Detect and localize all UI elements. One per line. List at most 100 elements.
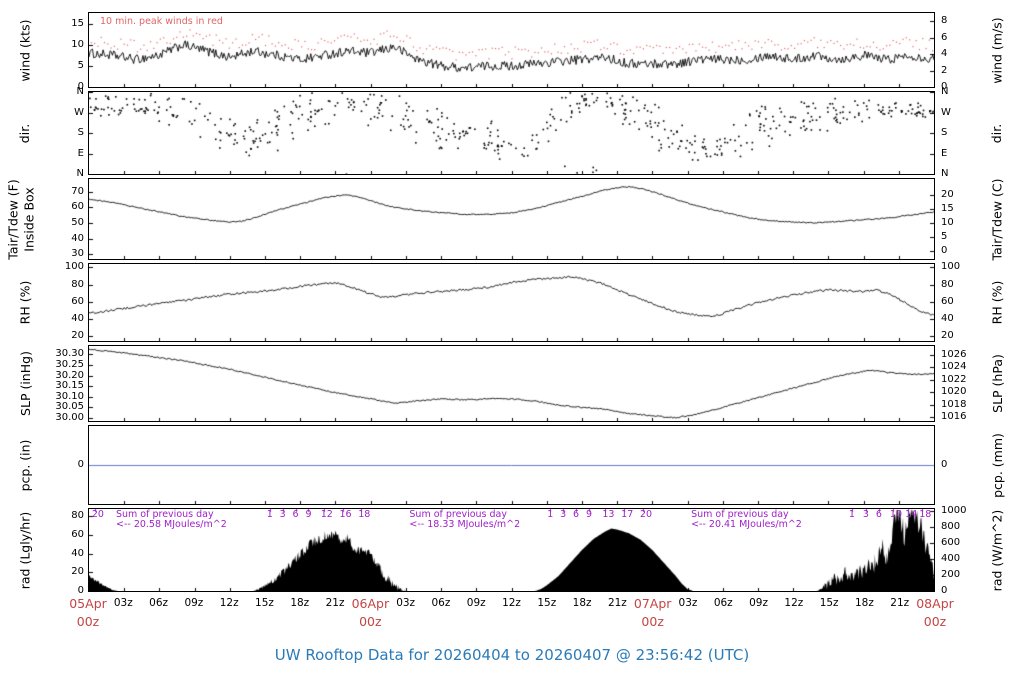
x-minor-label: 06z — [713, 597, 733, 609]
rad-cumulative-label: 20 — [91, 509, 104, 520]
y-tick-label-right: 1020 — [941, 386, 967, 398]
wind-left-axis-title: wind (kts) — [16, 12, 34, 88]
panel-sea-level-pressure — [88, 345, 935, 422]
slp-left-axis-title: SLP (inHg) — [16, 345, 34, 422]
x-minor-label: 09z — [466, 597, 486, 609]
rad-sum-note-value: <-- 20.58 MJoules/m^2 — [115, 519, 227, 530]
pcp-right-axis-title: pcp. (mm) — [988, 425, 1006, 505]
y-tick-label-left: 100 — [64, 261, 84, 273]
y-tick-label-left: 5 — [77, 59, 84, 71]
y-tick-label-left: 70 — [71, 185, 84, 197]
x-major-hour-label: 00z — [359, 614, 382, 629]
y-tick-label-right: 80 — [941, 278, 954, 290]
x-minor-label: 15z — [255, 597, 274, 609]
air-temperature-canvas — [89, 179, 934, 259]
axis-title-text: RH (%) — [17, 280, 33, 325]
x-minor-label: 06z — [149, 597, 169, 609]
y-tick-label-right: 200 — [941, 568, 961, 580]
rh-left-axis-title: RH (%) — [16, 263, 34, 342]
x-minor-label: 21z — [890, 597, 910, 609]
y-tick-label-left: N — [76, 86, 84, 97]
y-tick-label-right: 2 — [941, 64, 948, 76]
precipitation-canvas — [89, 426, 934, 504]
rad-right-axis-title: rad (W/m^2) — [988, 508, 1006, 592]
rad-cumulative-label: 10 — [889, 509, 903, 520]
y-tick-label-right: 1024 — [941, 361, 967, 373]
axis-title-text: wind (m/s) — [989, 16, 1005, 84]
x-minor-label: 03z — [678, 597, 698, 609]
rad-cumulative-label: 3 — [279, 509, 286, 520]
y-tick-label-right: 4 — [941, 48, 948, 60]
y-tick-label-left: 30.10 — [55, 390, 84, 402]
y-tick-label-right: 60 — [941, 295, 954, 307]
rad-cumulative-label: 3 — [862, 509, 869, 520]
pcp-left-axis-title: pcp. (in) — [16, 425, 34, 505]
x-major-date-label: 07Apr — [633, 596, 672, 611]
rad-sum-note-value: <-- 20.41 MJoules/m^2 — [691, 519, 802, 530]
sea-level-pressure-canvas — [89, 346, 934, 421]
y-tick-label-right: 20 — [941, 188, 954, 200]
axis-title-text: wind (kts) — [17, 19, 33, 81]
axis-title-text: SLP (hPa) — [989, 354, 1005, 413]
axis-title-text: SLP (inHg) — [17, 351, 33, 416]
x-minor-label: 18z — [572, 597, 592, 609]
y-tick-label-left: 40 — [71, 232, 84, 244]
y-tick-label-left: 30.00 — [55, 411, 84, 423]
y-tick-label-right: 15 — [941, 202, 954, 214]
dir-left-axis-title: dir. — [16, 91, 34, 175]
y-tick-label-right: 0 — [941, 81, 948, 92]
rad-cumulative-label: 16 — [339, 509, 352, 520]
y-tick-label-left: 60 — [71, 295, 84, 307]
rad-sum-note: Sum of previous day — [115, 509, 214, 520]
y-tick-label-left: S — [77, 127, 84, 138]
x-minor-label: 18z — [854, 597, 874, 609]
peak-winds-annotation: 10 min. peak winds in red — [100, 16, 223, 27]
y-tick-label-right: 600 — [941, 536, 961, 548]
rad-cumulative-label: 9 — [585, 509, 592, 520]
y-tick-label-left: 60 — [71, 529, 84, 541]
rad-cumulative-label: 12 — [320, 509, 333, 520]
slp-right-axis-title: SLP (hPa) — [988, 345, 1006, 422]
axis-title-text: dir. — [17, 123, 33, 143]
axis-title-text: rad (Lgly/hr) — [17, 511, 33, 589]
rad-cumulative-label: 1 — [547, 509, 554, 520]
panel-air-temperature — [88, 178, 935, 260]
axis-title-text: Inside Box — [21, 186, 37, 252]
panel-solar-radiation — [88, 508, 935, 592]
rad-cumulative-label: 20 — [639, 509, 653, 520]
x-minor-label: 09z — [749, 597, 768, 609]
y-tick-label-right: 6 — [941, 31, 948, 43]
tair-left-axis-subtitle: Inside Box — [20, 178, 38, 260]
y-tick-label-left: E — [77, 147, 84, 159]
rad-cumulative-label: 14 — [905, 509, 918, 520]
x-minor-label: 21z — [325, 597, 345, 609]
y-tick-label-right: 0 — [941, 245, 948, 257]
rad-cumulative-label: 18 — [358, 509, 371, 520]
panel-wind-direction — [88, 91, 935, 175]
y-tick-label-right: W — [941, 106, 951, 118]
y-tick-label-left: 0 — [77, 459, 84, 470]
rh-right-axis-title: RH (%) — [988, 263, 1006, 342]
y-tick-label-right: 1016 — [941, 411, 967, 423]
rad-cumulative-label: 18 — [919, 509, 932, 520]
solar-radiation-canvas — [89, 509, 934, 591]
y-tick-label-right: 1022 — [941, 373, 967, 385]
figure-title: UW Rooftop Data for 20260404 to 20260407… — [274, 646, 750, 664]
rad-cumulative-label: 13 — [602, 509, 615, 520]
y-tick-label-right: 1000 — [941, 504, 967, 516]
y-tick-label-left: 20 — [71, 566, 84, 578]
y-tick-label-right: 0 — [941, 585, 948, 596]
rad-sum-note-value: <-- 18.33 MJoules/m^2 — [409, 519, 521, 530]
rad-cumulative-label: 3 — [560, 509, 567, 520]
x-minor-label: 03z — [113, 597, 133, 609]
x-major-hour-label: 00z — [923, 614, 947, 629]
y-tick-label-right: 0 — [941, 459, 948, 470]
axis-title-text: RH (%) — [989, 280, 1005, 325]
x-minor-label: 21z — [607, 597, 627, 609]
y-tick-label-left: 30.20 — [55, 369, 84, 381]
wind-speed-canvas — [89, 13, 934, 87]
y-tick-label-left: W — [74, 106, 84, 118]
y-tick-label-right: N — [941, 168, 949, 179]
rad-sum-note: Sum of previous day — [409, 509, 508, 520]
